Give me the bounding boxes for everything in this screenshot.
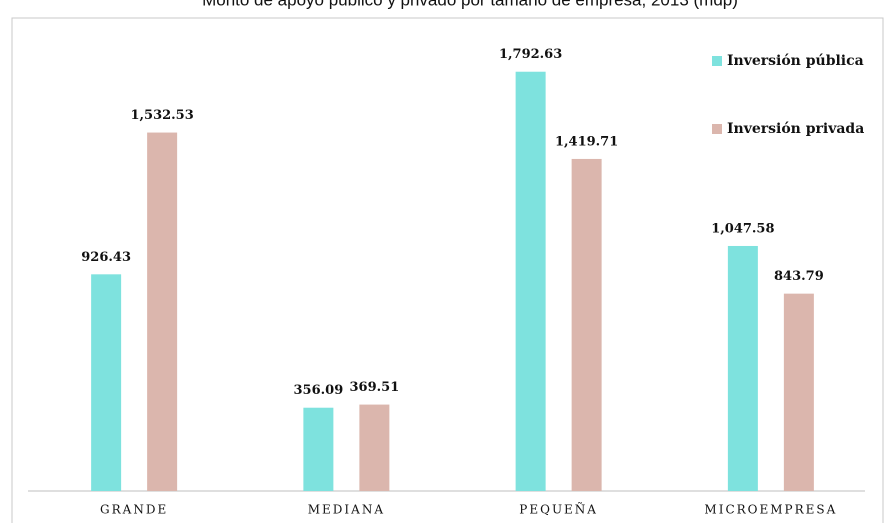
- x-tick-label: MEDIANA: [308, 503, 385, 517]
- data-label: 1,532.53: [130, 108, 193, 123]
- data-label: 1,419.71: [555, 134, 618, 149]
- x-tick-label: PEQUEÑA: [519, 502, 598, 517]
- legend-swatch: [712, 56, 722, 66]
- legend-swatch: [712, 124, 722, 134]
- bar: [727, 245, 758, 491]
- legend-label: Inversión privada: [727, 121, 864, 137]
- bar: [303, 407, 334, 491]
- x-tick-label: MICROEMPRESA: [704, 503, 837, 517]
- chart-title: Monto de apoyo público y privado por tam…: [202, 0, 738, 9]
- data-label: 926.43: [81, 250, 131, 265]
- data-label: 1,047.58: [711, 221, 774, 236]
- x-tick-label: GRANDE: [100, 503, 168, 517]
- data-label: 369.51: [349, 380, 399, 395]
- bar: [147, 132, 178, 491]
- bar: [783, 293, 814, 491]
- legend-label: Inversión pública: [727, 53, 864, 69]
- bar: [571, 158, 602, 491]
- data-label: 356.09: [293, 383, 343, 398]
- bar: [91, 274, 122, 491]
- bar: [359, 404, 390, 491]
- bar: [515, 71, 546, 492]
- data-label: 1,792.63: [499, 47, 562, 62]
- data-label: 843.79: [774, 269, 824, 284]
